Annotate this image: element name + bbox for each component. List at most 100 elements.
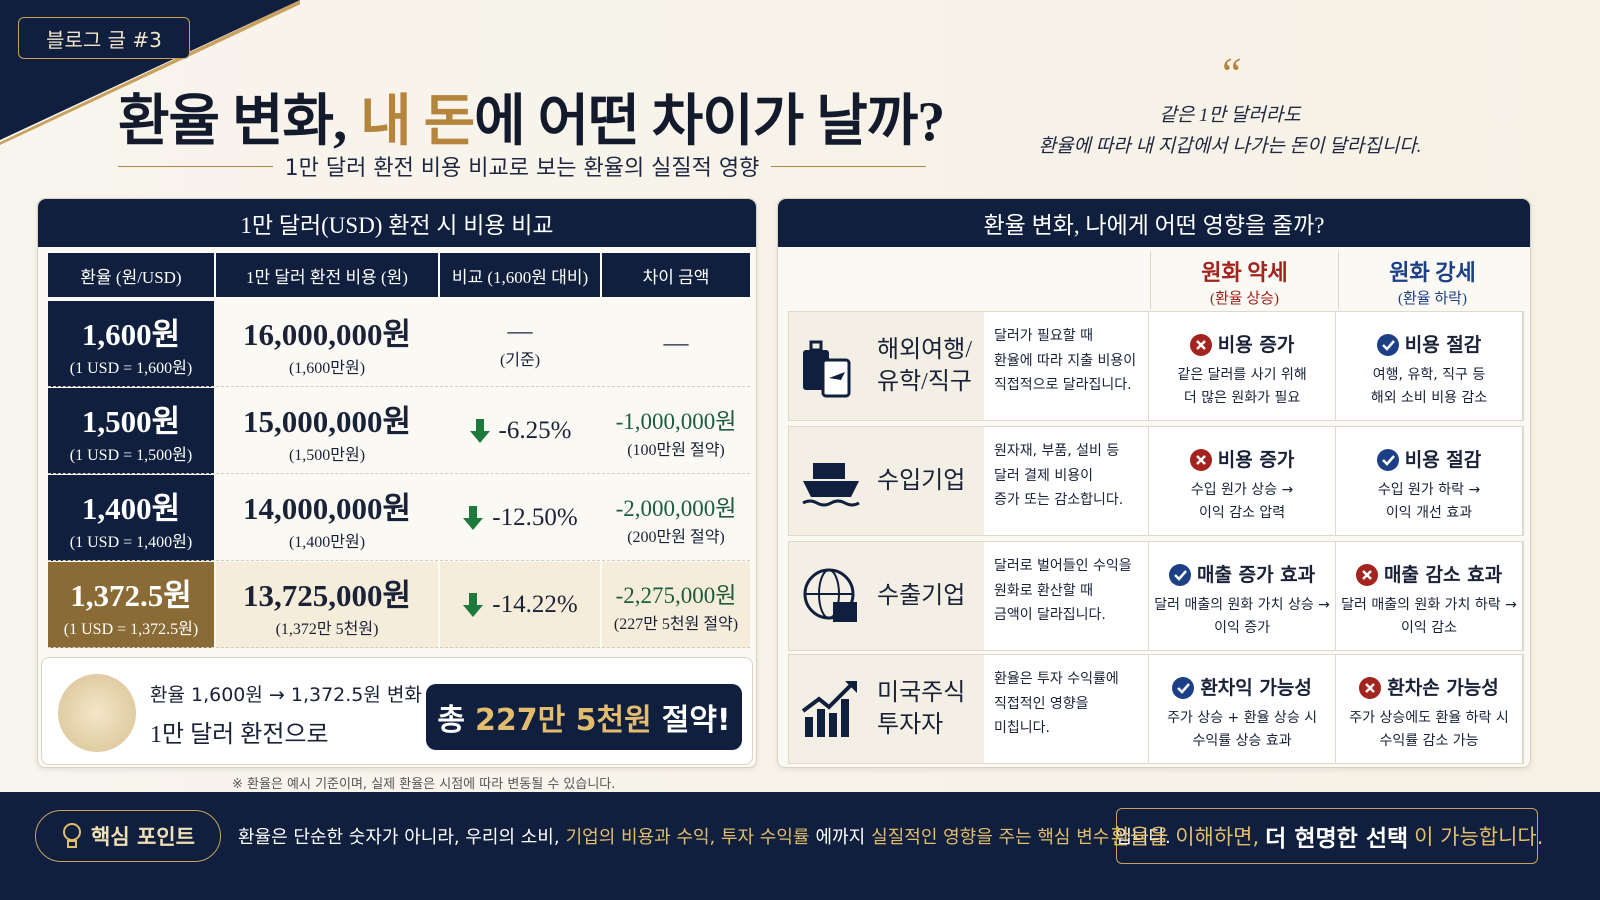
effect-head: 매출 증가 효과 — [1149, 560, 1335, 590]
footer-box: 환율을 이해하면, 더 현명한 선택 이 가능합니다. — [1111, 808, 1543, 864]
down-arrow — [463, 505, 484, 530]
row-icon — [802, 463, 860, 507]
compare-row: — — [508, 318, 533, 346]
rate: 1,372.5원 — [70, 578, 192, 613]
cost-note: (1,400만원) — [288, 534, 366, 551]
desc-line: 직접적인 영향을 — [993, 695, 1089, 712]
effect-line: 해외 소비 비용 감소 — [1370, 389, 1488, 406]
effect-cell: 환차손 가능성 주가 상승에도 환율 하락 시 수익률 감소 가능 — [1336, 655, 1523, 763]
check-icon — [1376, 334, 1399, 357]
row-description: 달러가 필요할 때 환율에 따라 지출 비용이 직접적으로 달라집니다. — [984, 312, 1150, 420]
effect-title: 비용 절감 — [1404, 449, 1482, 471]
cost-cell: 13,725,000원 (1,372만 5천원) — [216, 562, 438, 648]
column-title: 원화 약세 — [1201, 260, 1288, 285]
subtitle: 1만 달러 환전 비용 비교로 보는 환율의 실질적 영향 — [284, 156, 760, 181]
table-body: 1,600원 (1 USD = 1,600원) 16,000,000원 (1,600만… — [48, 301, 750, 648]
column-title: 원화 강세 — [1389, 260, 1476, 285]
rate: 1,500원 — [81, 404, 181, 439]
compare-row: -12.50% — [462, 504, 578, 532]
title-part: 환율 변화, — [118, 91, 347, 153]
effect-line: 달러 매출의 원화 가치 하락 → — [1341, 597, 1517, 614]
check-icon — [1172, 677, 1195, 700]
rate-note: (1 USD = 1,600원) — [69, 360, 193, 377]
effect-line: 수익률 상승 효과 — [1192, 732, 1292, 749]
column-header: 차이 금액 — [602, 253, 750, 297]
rate: 1,400원 — [81, 491, 181, 526]
rate-cell: 1,372.5원 (1 USD = 1,372.5원) — [48, 562, 214, 648]
panel-title: 1만 달러(USD) 환전 시 비용 비교 — [38, 199, 756, 247]
effect-head: 비용 증가 — [1149, 445, 1335, 475]
footer-segment: 환율은 단순한 숫자가 아니라, 우리의 소비, — [238, 827, 560, 848]
rule — [771, 165, 926, 167]
effect-head: 환차익 가능성 — [1149, 673, 1335, 703]
footer-segment: 실질적인 영향을 주는 핵심 변수 — [871, 827, 1110, 848]
compare: -14.22% — [492, 590, 578, 618]
total-prefix: 총 — [437, 703, 465, 738]
cost-cell: 15,000,000원 (1,500만원) — [216, 388, 438, 474]
effect-cell: 환차익 가능성 주가 상승 + 환율 상승 시 수익률 상승 효과 — [1149, 655, 1337, 763]
effect-line: 수익률 감소 가능 — [1379, 732, 1479, 749]
row-icon — [801, 681, 857, 737]
diff-cell: — — [602, 301, 750, 387]
effect-head: 매출 감소 효과 — [1336, 560, 1522, 590]
cost: 14,000,000원 — [242, 491, 412, 526]
effect-title: 비용 증가 — [1217, 334, 1295, 356]
diff-note: (100만원 절약) — [627, 441, 725, 459]
effect-title: 비용 절감 — [1404, 334, 1482, 356]
rate-cell: 1,500원 (1 USD = 1,500원) — [48, 388, 214, 474]
footer-box-segment: 더 현명한 선택 — [1265, 826, 1409, 852]
cost-note: (1,372만 5천원) — [275, 621, 379, 638]
row-icon — [803, 340, 851, 398]
desc-line: 달러가 필요할 때 — [993, 328, 1093, 344]
row-icon — [803, 568, 857, 622]
effect-line: 이익 감소 — [1401, 619, 1457, 636]
label-line: 수출기업 — [877, 582, 966, 609]
effect-title: 비용 증가 — [1217, 449, 1295, 471]
compare-note: (기준) — [499, 351, 541, 369]
desc-line: 환율에 따라 지출 비용이 — [993, 352, 1137, 369]
effect-line: 더 많은 원화가 필요 — [1183, 389, 1301, 406]
effect-line: 이익 감소 압력 — [1198, 504, 1286, 521]
label-line: 미국주식 — [877, 679, 966, 706]
desc-line: 원자재, 부품, 설비 등 — [993, 443, 1120, 459]
footer-box-segment: 환율을 이해하면, — [1110, 825, 1260, 849]
key-point-badge: 핵심 포인트 — [35, 810, 221, 862]
cross-icon — [1189, 449, 1212, 472]
post-badge: 블로그 글 #3 — [18, 17, 190, 59]
compare-cell: -6.25% — [440, 388, 600, 474]
compare-row: -6.25% — [469, 417, 571, 445]
desc-line: 환율은 투자 수익률에 — [993, 671, 1119, 687]
rule — [118, 165, 273, 167]
rate-note: (1 USD = 1,400원) — [69, 534, 193, 551]
diff: -2,000,000원 — [615, 495, 737, 521]
rate-note: (1 USD = 1,500원) — [69, 447, 193, 464]
money-icon — [58, 674, 136, 752]
column-sub: (환율 하락) — [1398, 291, 1467, 307]
rate-cell: 1,400원 (1 USD = 1,400원) — [48, 475, 214, 561]
rate: 1,600원 — [81, 317, 181, 352]
effect-cell: 비용 증가 같은 달러를 사기 위해 더 많은 원화가 필요 — [1149, 312, 1337, 420]
effect-cell: 매출 증가 효과 달러 매출의 원화 가치 상승 → 이익 증가 — [1149, 542, 1337, 650]
column-header: 1만 달러 환전 비용 (원) — [216, 253, 438, 297]
effect-title: 매출 감소 효과 — [1383, 564, 1503, 586]
diff: — — [663, 329, 689, 357]
footer-segment: 기업의 비용과 수익, 투자 수익률 — [565, 827, 810, 848]
effect-title: 환차익 가능성 — [1200, 677, 1312, 699]
summary-line: 1만 달러 환전으로 — [150, 722, 329, 748]
effect-cell: 비용 증가 수입 원가 상승 → 이익 감소 압력 — [1149, 427, 1337, 535]
cross-icon — [1355, 564, 1378, 587]
row-description: 달러로 벌어들인 수익을 원화로 환산할 때 금액이 달라집니다. — [984, 542, 1150, 650]
cost: 16,000,000원 — [242, 317, 412, 352]
summary-line: 환율 1,600원 → 1,372.5원 변화 시, — [150, 684, 452, 706]
total-amount: 227만 5천원 — [474, 703, 652, 738]
row-label-cell: 해외여행/유학/직구 — [789, 312, 984, 420]
cost-cell: 14,000,000원 (1,400만원) — [216, 475, 438, 561]
impact-panel: 환율 변화, 나에게 어떤 영향을 줄까? 원화 약세 (환율 상승) 원화 강세 (… — [777, 198, 1531, 768]
quote-mark: “ — [1217, 49, 1243, 98]
quote-line: 환율에 따라 내 지갑에서 나가는 돈이 달라집니다. — [1038, 136, 1422, 157]
down-arrow — [463, 592, 484, 617]
compare-cell: — (기준) — [440, 301, 600, 387]
effect-title: 환차손 가능성 — [1387, 677, 1499, 699]
